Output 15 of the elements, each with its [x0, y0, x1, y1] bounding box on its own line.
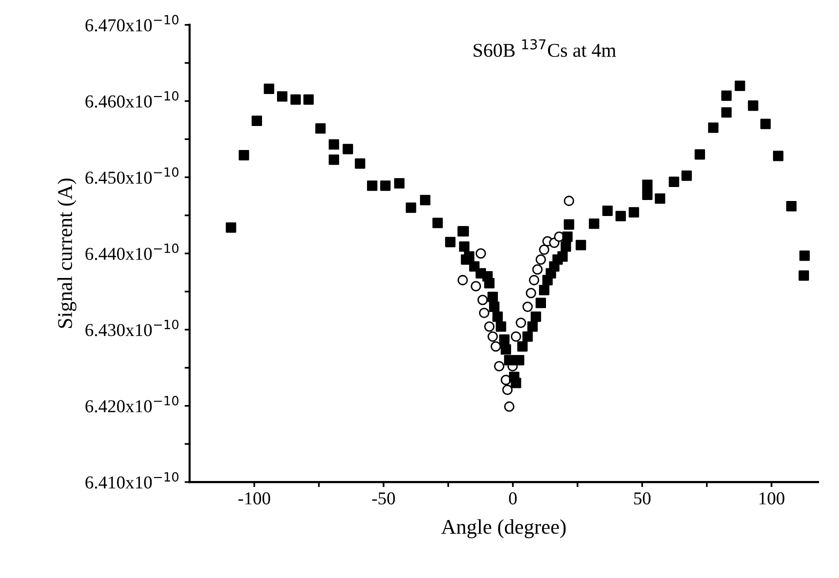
y-tick-label: 6.440x10$^{−10}$: [86, 243, 178, 260]
x-tick-label: 50: [634, 492, 651, 504]
y-tick-label: 6.430x10$^{−10}$: [86, 320, 178, 336]
x-axis-title: Angle (degree): [441, 519, 566, 538]
y-tick-label: 6.420x10$^{−10}$: [86, 396, 178, 412]
y-tick-label: 6.470x10$^{−10}$: [86, 14, 178, 32]
x-tick-label: 0: [509, 492, 517, 504]
y-tick-label: 6.410x10$^{−10}$: [86, 472, 178, 489]
x-tick-label: -100: [238, 492, 270, 504]
y-tick-label: 6.450x10$^{−10}$: [86, 167, 178, 184]
x-tick-label: -50: [372, 492, 395, 504]
y-tick-label: 6.460x10$^{−10}$: [86, 91, 178, 108]
annotation: S60B $^{137}$Cs at 4m: [474, 39, 616, 57]
x-tick-label: 100: [760, 492, 784, 504]
y-axis-title: Signal current (A): [57, 178, 76, 328]
